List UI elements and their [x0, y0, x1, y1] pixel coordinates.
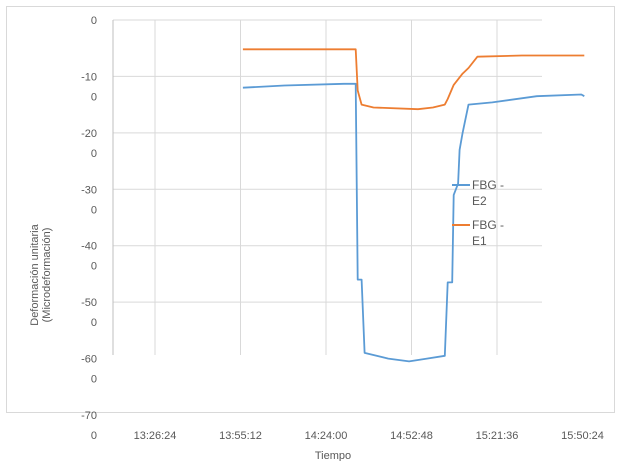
y-axis-title: Deformación unitaria(Microdeformación)	[29, 223, 53, 325]
x-tick-labels: 13:26:24 13:55:12 14:24:00 14:52:48 15:21:36…	[134, 430, 604, 442]
y-tick-label: -10 0	[81, 71, 97, 103]
y-tick-label: -20 0	[81, 128, 97, 160]
x-tick-label: 15:21:36	[476, 430, 519, 442]
y-tick-label: -70 0	[81, 410, 97, 442]
y-tick-label: -40 0	[81, 241, 97, 273]
x-tick-label: 14:52:48	[390, 430, 433, 442]
x-tick-label: 14:24:00	[305, 430, 348, 442]
x-tick-label: 13:55:12	[219, 430, 262, 442]
legend-label-2: FBG -E1	[472, 218, 504, 248]
chart-frame	[6, 6, 615, 413]
legend-label-1: FBG -E2	[472, 178, 504, 208]
series-line-2	[242, 48, 585, 111]
series-lines	[242, 48, 585, 363]
legend: FBG -E2 FBG -E1	[452, 178, 504, 248]
y-tick-labels: 0 -10 0 -20 0 -30 0 -40 0 -50 0 -60 0 -70 0	[81, 15, 97, 442]
x-tick-label: 13:26:24	[134, 430, 177, 442]
y-tick-label: -50 0	[81, 297, 97, 329]
x-tick-label: 15:50:24	[561, 430, 604, 442]
y-tick-label: 0	[91, 15, 97, 27]
y-tick-label: -60 0	[81, 354, 97, 386]
x-axis-title: Tiempo	[315, 450, 351, 461]
y-tick-label: -30 0	[81, 184, 97, 216]
gridlines	[112, 19, 542, 355]
series-line-1	[242, 82, 585, 363]
